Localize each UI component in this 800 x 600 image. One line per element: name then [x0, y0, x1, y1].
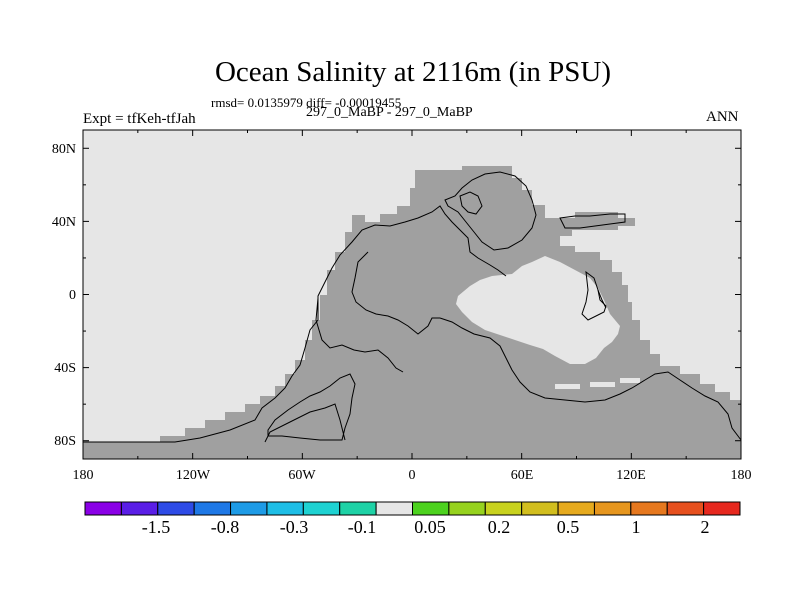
colorbar-label: 0.05 [414, 517, 446, 537]
coastlines [83, 171, 742, 443]
colorbar-label: -0.3 [280, 517, 309, 537]
lon-label-60w: 60W [288, 468, 316, 483]
colorbar-swatch [557, 501, 595, 516]
colorbar-swatch [703, 501, 741, 516]
coastline-arctic-shelf [459, 191, 483, 215]
colorbar-label: -1.5 [142, 517, 171, 537]
colorbar-labels: -1.5 -0.8 -0.3 -0.1 0.05 0.2 0.5 1 2 [142, 517, 710, 537]
latitude-labels: 80N 40N 0 40S 80S [52, 142, 76, 449]
colorbar-swatch [375, 501, 413, 516]
colorbar-swatch [521, 501, 559, 516]
coastline-africa-east [439, 317, 742, 441]
colorbar-swatch [230, 501, 268, 516]
coastline-antarctic-peninsula [264, 403, 346, 443]
colorbar [84, 501, 741, 516]
salinity-light-pocket [456, 256, 620, 364]
colorbar-label: -0.1 [348, 517, 377, 537]
lat-label-40n: 40N [52, 215, 76, 230]
coastline-patagonia [267, 373, 356, 441]
colorbar-label: 0.2 [488, 517, 511, 537]
colorbar-swatch [120, 501, 159, 516]
lon-label-180e: 180 [731, 468, 752, 483]
map-plot [82, 129, 742, 460]
lon-label-60e: 60E [511, 468, 534, 483]
colorbar-label: 1 [632, 517, 641, 537]
map-ticks [82, 130, 742, 459]
subtitle: 297_0_MaBP - 297_0_MaBP [306, 105, 473, 120]
colorbar-swatch [266, 501, 304, 516]
lon-label-120e: 120E [616, 468, 646, 483]
colorbar-swatch [193, 501, 232, 516]
colorbar-swatch [339, 501, 377, 516]
lon-label-180w: 180 [73, 468, 94, 483]
salinity-light-strip-1 [555, 384, 580, 389]
salinity-light-strip-4 [575, 238, 590, 244]
colorbar-swatch [484, 501, 523, 516]
colorbar-label: 2 [701, 517, 710, 537]
colorbar-swatch [666, 501, 705, 516]
salinity-light-strip-3 [620, 378, 640, 383]
coastline-south-america-inner [315, 297, 404, 373]
season-label: ANN [706, 109, 739, 125]
longitude-labels: 180 120W 60W 0 60E 120E 180 [73, 468, 752, 483]
lon-label-120w: 120W [176, 468, 211, 483]
colorbar-label: -0.8 [211, 517, 240, 537]
lat-label-40s: 40S [54, 361, 76, 376]
lat-label-80n: 80N [52, 142, 76, 157]
lat-label-80s: 80S [54, 434, 76, 449]
colorbar-swatch [157, 501, 195, 516]
coastline-arctic-basin [444, 171, 537, 251]
lon-label-0: 0 [409, 468, 416, 483]
colorbar-swatch [593, 501, 632, 516]
salinity-light-strip-2 [590, 382, 615, 387]
coastline-north-pacific [559, 213, 626, 229]
coastline-australia-inner [597, 289, 607, 309]
colorbar-swatch [448, 501, 486, 516]
colorbar-swatch [412, 501, 450, 516]
colorbar-swatch [84, 501, 122, 516]
coastline-indonesia [581, 270, 607, 321]
colorbar-swatch [630, 501, 668, 516]
stats-label: rmsd= 0.0135979 diff= -0.00019455 [211, 95, 402, 110]
coastline-west-africa [351, 251, 440, 335]
experiment-label: Expt = tfKeh-tfJah [83, 111, 196, 127]
lat-label-0: 0 [69, 288, 76, 303]
chart-title: Ocean Salinity at 2116m (in PSU) [214, 56, 612, 88]
colorbar-swatch [302, 501, 341, 516]
coastline-americas-atlantic [83, 205, 507, 443]
colorbar-label: 0.5 [557, 517, 580, 537]
